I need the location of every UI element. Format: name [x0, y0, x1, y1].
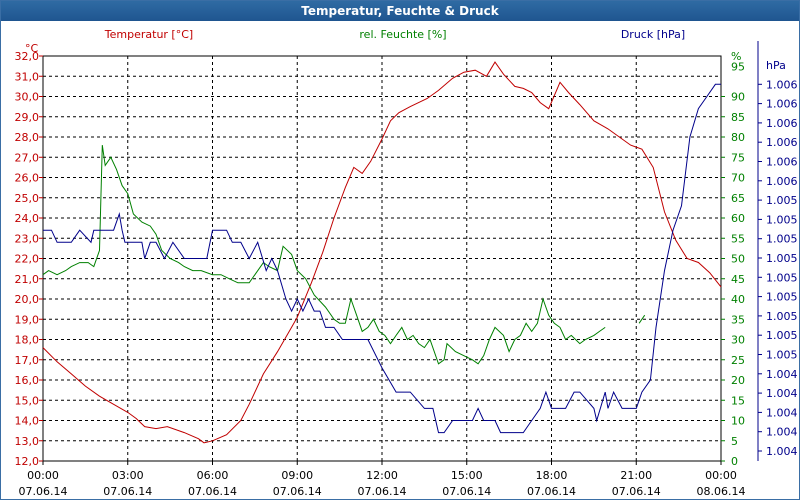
pressure-tick-label: 1.005: [766, 271, 798, 284]
humidity-tick-label: 25: [731, 354, 745, 367]
temp-tick-label: 14,0: [15, 415, 40, 428]
temp-tick-label: 17,0: [15, 354, 40, 367]
temp-tick-label: 31,0: [15, 70, 40, 83]
temp-tick-label: 21,0: [15, 273, 40, 286]
axis-labels: 12,0 13,0 14,0 15,0 16,0 17,0 18,0 19,0 20,0 21,0…: [15, 28, 798, 498]
axes: [39, 41, 762, 465]
x-tick-date: 07.06.14: [103, 485, 152, 498]
legend-pressure: Druck [hPa]: [621, 28, 685, 41]
pressure-tick-label: 1.005: [766, 194, 798, 207]
series: [42, 61, 722, 444]
humidity-tick-label: 5: [731, 435, 738, 448]
humidity-line-segment: [638, 314, 646, 324]
humidity-tick-label: 30: [731, 334, 745, 347]
humidity-tick-label: 45: [731, 273, 745, 286]
chart-title: Temperatur, Feuchte & Druck: [1, 1, 799, 21]
temp-tick-label: 29,0: [15, 111, 40, 124]
humidity-tick-label: %: [731, 50, 741, 63]
temp-tick-label: 16,0: [15, 374, 40, 387]
x-tick-date: 07.06.14: [358, 485, 407, 498]
temp-tick-label: 28,0: [15, 131, 40, 144]
humidity-tick-label: 60: [731, 212, 745, 225]
temp-tick-label: 25,0: [15, 192, 40, 205]
pressure-tick-label: 1.004: [766, 426, 798, 439]
x-tick-time: 18:00: [536, 469, 568, 482]
x-tick-time: 12:00: [366, 469, 398, 482]
temp-tick-label: 13,0: [15, 435, 40, 448]
temp-tick-label: 23,0: [15, 232, 40, 245]
temp-tick-label: 26,0: [15, 172, 40, 185]
pressure-tick-label: 1.006: [766, 78, 798, 91]
temp-tick-label: 20,0: [15, 293, 40, 306]
x-tick-time: 21:00: [620, 469, 652, 482]
x-tick-date: 07.06.14: [612, 485, 661, 498]
legend-humidity: rel. Feuchte [%]: [359, 28, 446, 41]
temp-unit-label: °C: [25, 42, 39, 55]
pressure-tick-label: 1.004: [766, 368, 798, 381]
legend-temperature: Temperatur [°C]: [104, 28, 193, 41]
pressure-tick-label: 1.006: [766, 156, 798, 169]
x-tick-time: 00:00: [27, 469, 59, 482]
temp-tick-label: 19,0: [15, 313, 40, 326]
x-tick-date: 07.06.14: [273, 485, 322, 498]
pressure-tick-label: 1.005: [766, 329, 798, 342]
temp-tick-label: 15,0: [15, 394, 40, 407]
x-tick-time: 06:00: [197, 469, 229, 482]
humidity-tick-label: 70: [731, 172, 745, 185]
pressure-tick-label: 1.005: [766, 233, 798, 246]
x-tick-date: 07.06.14: [527, 485, 576, 498]
humidity-tick-label: 65: [731, 192, 745, 205]
temp-tick-label: 22,0: [15, 253, 40, 266]
pressure-tick-label: 1.005: [766, 349, 798, 362]
humidity-tick-label: 95: [731, 60, 745, 73]
pressure-line: [43, 83, 721, 434]
x-tick-time: 09:00: [281, 469, 313, 482]
temp-tick-label: 24,0: [15, 212, 40, 225]
humidity-tick-label: 0: [731, 455, 738, 468]
x-tick-date: 07.06.14: [19, 485, 68, 498]
pressure-tick-label: 1.005: [766, 252, 798, 265]
humidity-tick-label: 10: [731, 415, 745, 428]
x-tick-time: 00:00: [705, 469, 737, 482]
humidity-tick-label: 40: [731, 293, 745, 306]
humidity-tick-label: 90: [731, 91, 745, 104]
humidity-tick-label: 50: [731, 253, 745, 266]
pressure-tick-label: 1.005: [766, 213, 798, 226]
humidity-tick-label: 15: [731, 394, 745, 407]
pressure-tick-label: hPa: [766, 59, 786, 72]
humidity-tick-label: 20: [731, 374, 745, 387]
humidity-tick-label: 55: [731, 232, 745, 245]
temp-tick-label: 30,0: [15, 91, 40, 104]
pressure-tick-label: 1.005: [766, 310, 798, 323]
humidity-tick-label: 80: [731, 131, 745, 144]
x-tick-date: 07.06.14: [442, 485, 491, 498]
humidity-tick-label: 75: [731, 151, 745, 164]
pressure-tick-label: 1.004: [766, 387, 798, 400]
x-tick-time: 03:00: [112, 469, 144, 482]
pressure-tick-label: 1.004: [766, 445, 798, 458]
humidity-tick-label: 35: [731, 313, 745, 326]
pressure-tick-label: 1.006: [766, 98, 798, 111]
temp-tick-label: 12,0: [15, 455, 40, 468]
chart-svg: 12,0 13,0 14,0 15,0 16,0 17,0 18,0 19,0 20,0 21,0…: [15, 28, 798, 498]
pressure-tick-label: 1.006: [766, 117, 798, 130]
grid: [43, 56, 721, 461]
temperature-line: [42, 61, 722, 444]
x-tick-date: 07.06.14: [188, 485, 237, 498]
pressure-tick-label: 1.006: [766, 175, 798, 188]
pressure-tick-label: 1.004: [766, 406, 798, 419]
x-tick-date: 08.06.14: [697, 485, 746, 498]
pressure-tick-label: 1.006: [766, 136, 798, 149]
temp-tick-label: 18,0: [15, 334, 40, 347]
humidity-line: [42, 145, 606, 365]
temp-tick-label: 32,0: [15, 50, 40, 63]
x-tick-time: 15:00: [451, 469, 483, 482]
pressure-tick-label: 1.005: [766, 291, 798, 304]
humidity-tick-label: 85: [731, 111, 745, 124]
temp-tick-label: 27,0: [15, 151, 40, 164]
